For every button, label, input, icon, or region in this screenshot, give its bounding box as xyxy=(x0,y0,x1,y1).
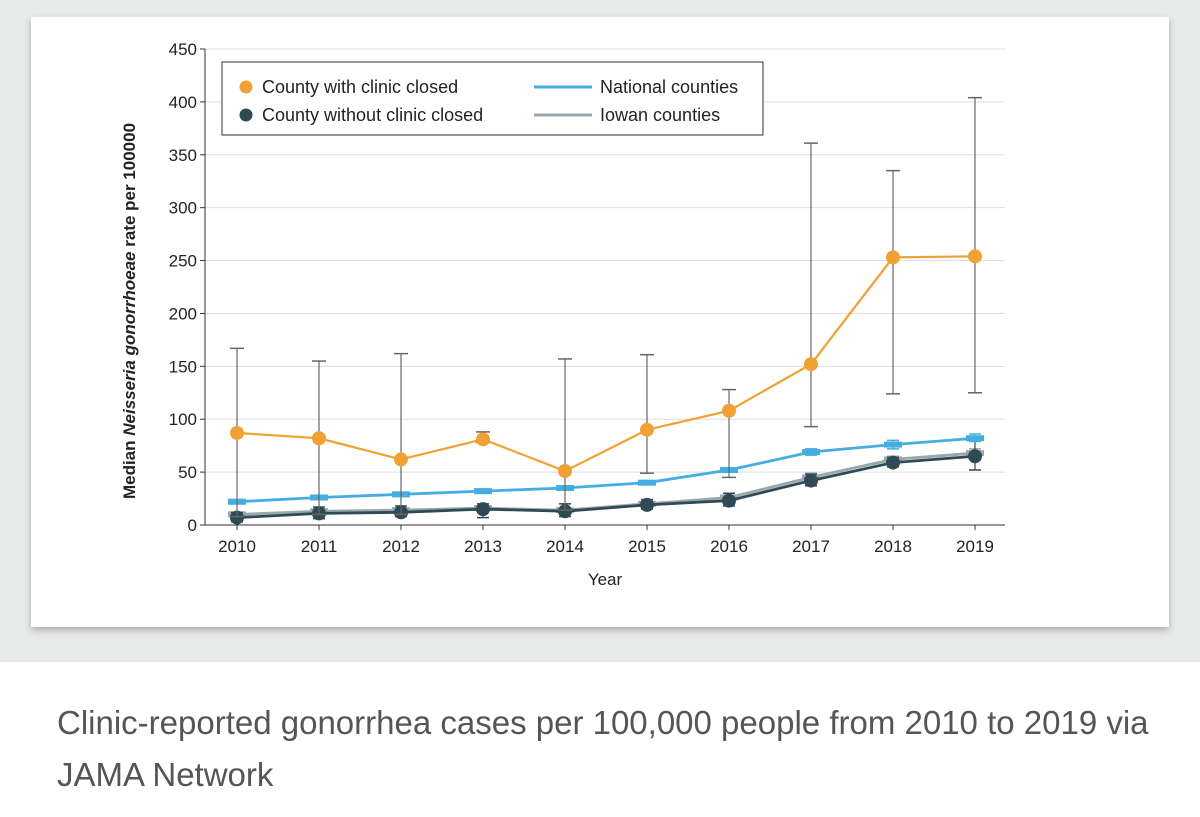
legend-label-iowan: Iowan counties xyxy=(600,105,720,125)
x-tick-label: 2015 xyxy=(628,537,666,556)
y-tick-label: 150 xyxy=(169,357,197,376)
legend-box xyxy=(221,61,764,136)
data-point-closed xyxy=(476,432,490,447)
legend-label-without: County without clinic closed xyxy=(262,105,483,125)
data-point-national xyxy=(884,441,902,448)
x-tick-label: 2018 xyxy=(874,537,912,556)
y-tick-label: 200 xyxy=(169,304,197,323)
data-point-without xyxy=(886,455,900,470)
x-tick-label: 2011 xyxy=(301,537,338,556)
data-point-closed xyxy=(968,249,982,264)
axes: 0 50 100 150 200 250 300 350 400 450 2010 2011 2012 2… xyxy=(169,40,1005,556)
x-tick-label: 2017 xyxy=(792,537,830,556)
x-tick-label: 2012 xyxy=(382,537,420,556)
data-point-without xyxy=(476,502,490,517)
series-closed xyxy=(230,96,982,518)
y-axis-label: Median Neisseria gonorrhoeae rate per 10… xyxy=(120,123,139,499)
data-point-closed xyxy=(312,431,326,446)
data-point-closed xyxy=(640,422,654,437)
x-tick-label: 2013 xyxy=(464,537,502,556)
figure-caption: Clinic-reported gonorrhea cases per 100,… xyxy=(57,704,1149,793)
series-without xyxy=(230,439,982,525)
legend: County with clinic closed County without… xyxy=(221,61,764,136)
series-line-without xyxy=(236,454,976,519)
data-point-without xyxy=(804,473,818,488)
data-point-closed xyxy=(394,452,408,467)
x-tick-label: 2010 xyxy=(218,537,256,556)
series-group xyxy=(228,96,984,525)
y-axis-label-prefix: Median xyxy=(120,436,139,499)
chart: 0 50 100 150 200 250 300 350 400 450 2010 2011 2012 2… xyxy=(120,40,1005,589)
y-tick-label: 400 xyxy=(169,93,197,112)
data-point-without xyxy=(640,497,654,512)
series-line-national xyxy=(236,436,976,504)
y-tick-label: 300 xyxy=(169,199,197,218)
legend-label-national: National counties xyxy=(600,77,738,97)
data-point-national xyxy=(474,488,492,495)
data-point-national xyxy=(638,479,656,486)
x-tick-label: 2019 xyxy=(956,537,994,556)
y-axis-label-suffix: rate per 100000 xyxy=(120,123,139,252)
data-point-closed xyxy=(804,357,818,372)
y-axis-label-italic: Neisseria gonorrhoeae xyxy=(120,252,139,436)
legend-marker-closed xyxy=(239,80,253,94)
data-point-closed xyxy=(558,464,572,479)
data-point-national xyxy=(966,435,984,442)
y-tick-label: 450 xyxy=(169,40,197,59)
y-tick-label: 350 xyxy=(169,146,197,165)
x-tick-label: 2016 xyxy=(710,537,748,556)
chart-card: 0 50 100 150 200 250 300 350 400 450 2010 2011 2012 2… xyxy=(31,17,1169,627)
data-point-national xyxy=(802,449,820,456)
y-tick-label: 50 xyxy=(178,463,197,482)
data-point-without xyxy=(230,510,244,525)
data-point-closed xyxy=(230,425,244,440)
legend-marker-without xyxy=(239,108,253,122)
legend-label-closed: County with clinic closed xyxy=(262,77,458,97)
data-point-closed xyxy=(886,250,900,265)
y-tick-label: 0 xyxy=(188,516,197,535)
series-line-closed xyxy=(236,255,976,473)
x-axis-label: Year xyxy=(588,570,623,589)
data-point-without xyxy=(968,449,982,464)
data-point-without xyxy=(722,493,736,508)
y-tick-label: 100 xyxy=(169,410,197,429)
y-tick-label: 250 xyxy=(169,252,197,271)
x-tick-label: 2014 xyxy=(546,537,584,556)
data-point-without xyxy=(558,504,572,519)
data-point-closed xyxy=(722,403,736,418)
series-line-iowan xyxy=(236,451,976,516)
